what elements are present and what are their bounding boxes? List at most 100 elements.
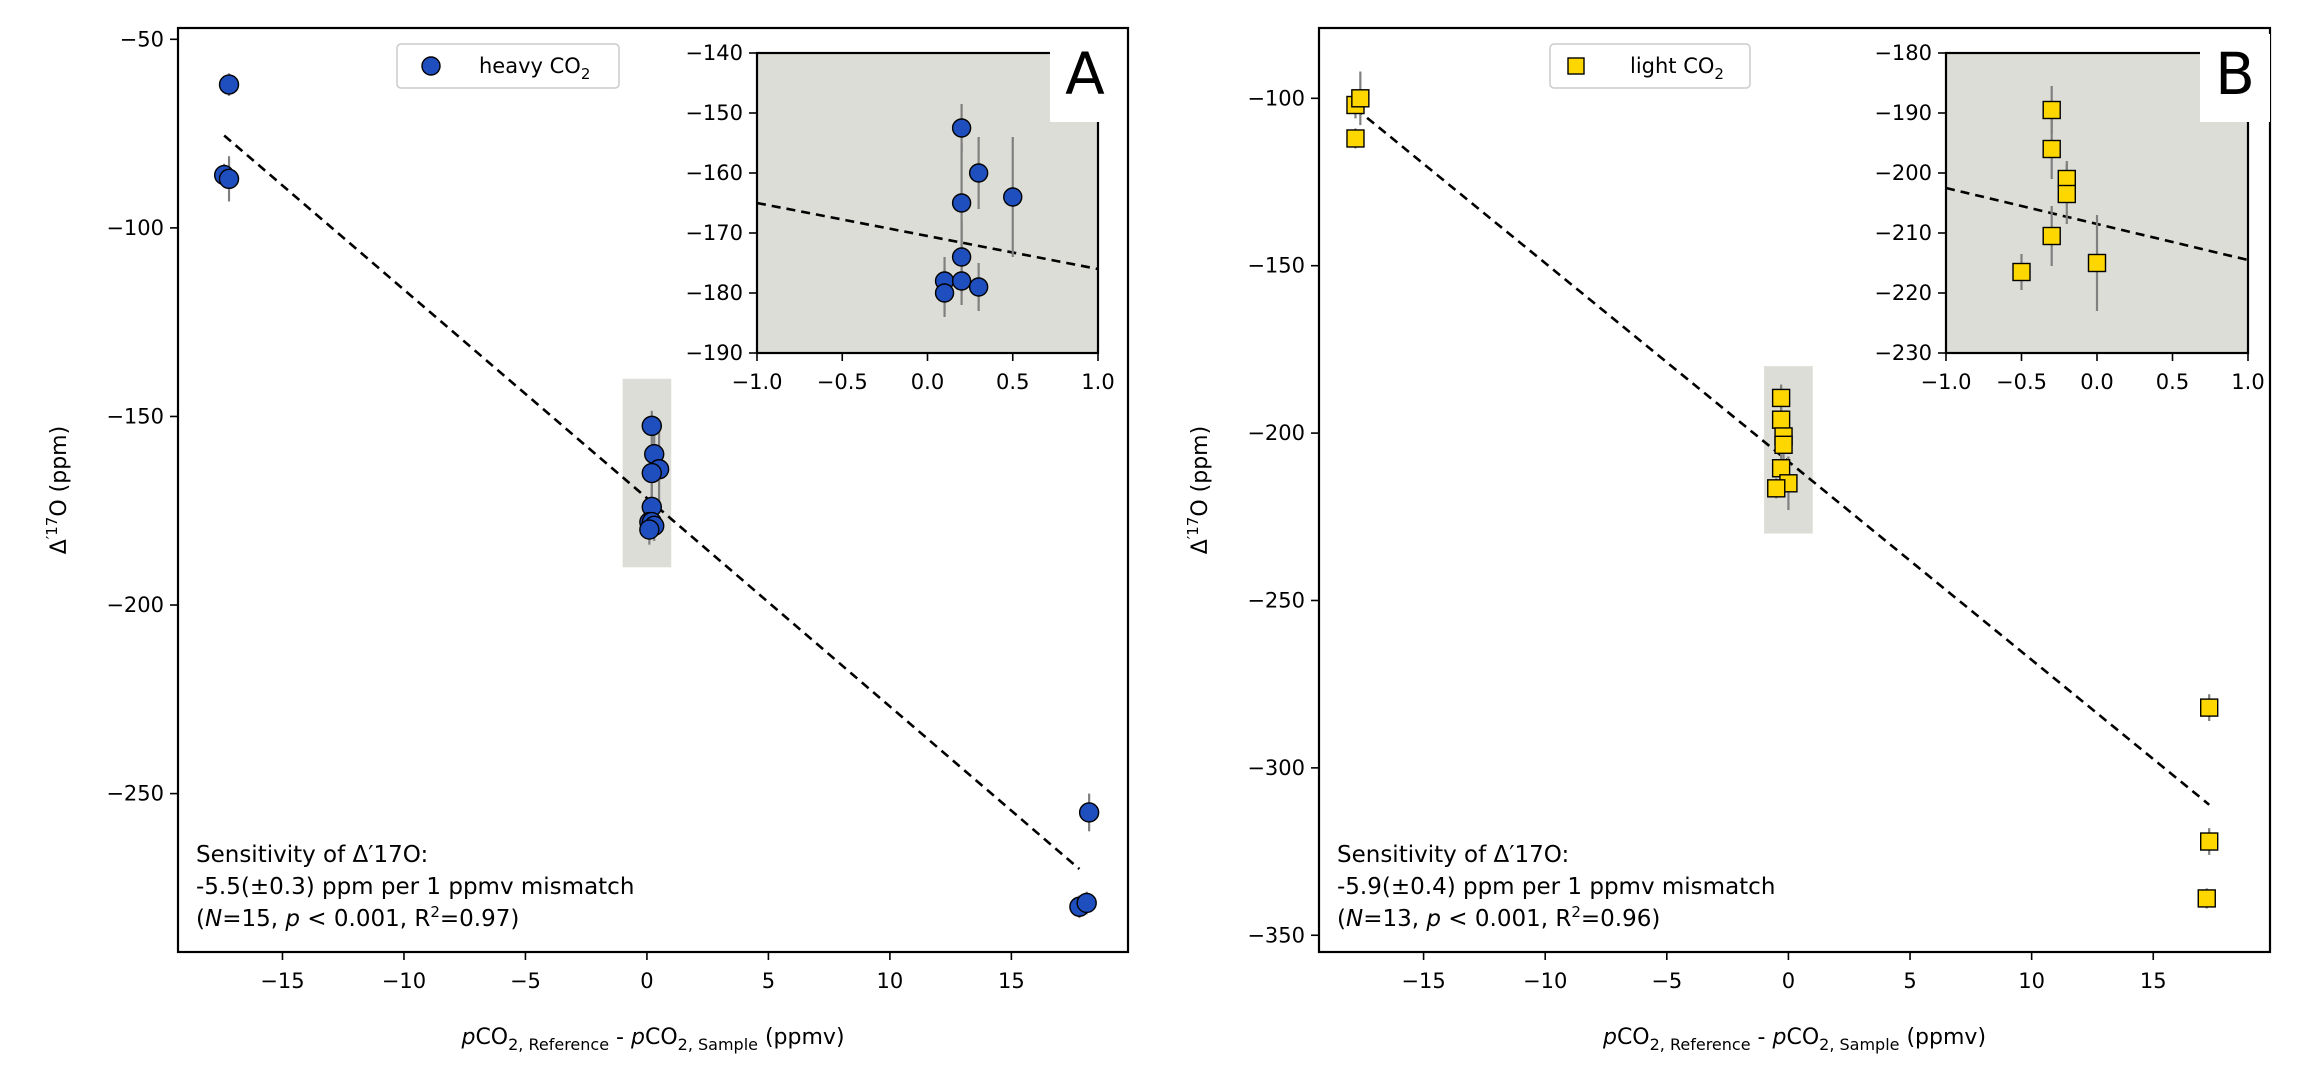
- inset-x-tick-label: 1.0: [2231, 370, 2264, 394]
- inset-x-tick-label: 0.5: [2156, 370, 2189, 394]
- data-point: [951, 118, 972, 138]
- x-tick-label: −15: [1401, 969, 1445, 993]
- legend-marker: [421, 56, 441, 76]
- y-tick-label: −250: [1247, 588, 1305, 612]
- data-point: [2199, 698, 2219, 717]
- inset-plot: −1.0 −0.5 0.0 0.5 1.0 −140 −150 −160 −170 −180 −19…: [685, 41, 1114, 394]
- data-point: [1076, 892, 1097, 914]
- data-point: [2087, 253, 2107, 273]
- y-tick-label: −200: [1247, 421, 1305, 445]
- inset-x-tick-label: 0.0: [911, 370, 944, 394]
- y-tick-label: −350: [1247, 923, 1305, 947]
- y-tick-label: −250: [106, 782, 164, 806]
- legend-marker: [1567, 57, 1585, 75]
- panel-b: −15 −10 −5 0 5 10 15 −100 −150 −200 −250 −300 −350 pC…: [1184, 26, 2272, 1054]
- data-point: [218, 168, 240, 190]
- panel-letter-box: [1050, 34, 1120, 122]
- plot-frame: [1317, 26, 2272, 954]
- data-point: [1774, 435, 1793, 455]
- annotation-line-2: -5.9(±0.4) ppm per 1 ppmv mismatch: [1337, 874, 1775, 900]
- inset-x-tick-label: −1.0: [1921, 370, 1972, 394]
- x-tick-label: 15: [2140, 969, 2167, 993]
- data-point: [2012, 262, 2031, 282]
- data-point: [639, 519, 660, 540]
- data-point: [2057, 184, 2077, 204]
- data-point: [951, 247, 972, 267]
- panel-letter: A: [1065, 40, 1105, 108]
- fit-line: [1354, 107, 2211, 806]
- inset-y-tick-label: −160: [685, 161, 743, 185]
- inset-y-tick-label: −200: [1874, 161, 1932, 185]
- annotation-line-1: Sensitivity of Δ′17O:: [196, 842, 428, 868]
- data-point: [2197, 889, 2216, 908]
- data-point: [934, 283, 955, 303]
- inset-y-tick-label: −190: [685, 341, 743, 365]
- x-tick-label: −5: [1651, 969, 1682, 993]
- data-point: [2042, 139, 2061, 159]
- legend-label: light CO2: [1630, 54, 1724, 83]
- y-tick-label: −100: [1247, 86, 1305, 110]
- data-point: [968, 277, 989, 297]
- y-tick-label: −300: [1247, 756, 1305, 780]
- data-point: [218, 74, 240, 95]
- y-tick-label: −150: [1247, 254, 1305, 278]
- y-tick-label: −50: [120, 27, 164, 51]
- inset-plot: −1.0 −0.5 0.0 0.5 1.0 −180 −190 −200 −210 −220 −23…: [1874, 41, 2264, 394]
- data-point: [1771, 388, 1791, 408]
- y-tick-label: −150: [106, 404, 164, 428]
- data-point: [1078, 802, 1100, 823]
- x-tick-label: −10: [1523, 969, 1567, 993]
- x-tick-label: −15: [260, 969, 304, 993]
- inset-y-tick-label: −210: [1874, 221, 1932, 245]
- y-tick-label: −200: [106, 593, 164, 617]
- legend-label: heavy CO2: [479, 54, 590, 83]
- legend-frame: [1549, 43, 1751, 89]
- legend-frame: [396, 43, 620, 89]
- data-point: [2042, 100, 2061, 120]
- inset-y-tick-label: −180: [1874, 41, 1932, 65]
- data-point: [951, 193, 972, 213]
- legend: heavy CO2: [396, 43, 620, 89]
- inset-background: [757, 53, 1098, 353]
- x-tick-label: 10: [2018, 969, 2045, 993]
- sensitivity-annotation: Sensitivity of Δ′17O: -5.5(±0.3) ppm per …: [196, 842, 634, 932]
- inset-x-tick-label: −0.5: [1996, 370, 2047, 394]
- inset-y-tick-label: −150: [685, 101, 743, 125]
- sensitivity-annotation: Sensitivity of Δ′17O: -5.9(±0.4) ppm per …: [1337, 842, 1775, 932]
- legend: light CO2: [1549, 43, 1751, 89]
- panel-letter-box: [2200, 34, 2270, 122]
- data-point: [1003, 187, 1023, 207]
- plot-frame: [176, 26, 1130, 954]
- data-point: [1351, 89, 1370, 108]
- x-tick-label: −5: [510, 969, 541, 993]
- data-point: [1767, 479, 1786, 498]
- data-point: [968, 163, 989, 183]
- inset-y-tick-label: −140: [685, 41, 743, 65]
- y-tick-label: −100: [106, 216, 164, 240]
- x-tick-label: −10: [382, 969, 426, 993]
- inset-x-tick-label: −0.5: [817, 370, 868, 394]
- inset-x-tick-label: −1.0: [732, 370, 783, 394]
- x-axis-label: pCO2, Reference - pCO2, Sample (ppmv): [460, 1025, 844, 1054]
- annotation-line-3: (N=15, p < 0.001, R2=0.97): [196, 903, 519, 932]
- data-point: [1346, 129, 1365, 148]
- annotation-line-3: (N=13, p < 0.001, R2=0.96): [1337, 903, 1660, 932]
- y-axis-label: Δ′17O (ppm): [1184, 426, 1213, 554]
- inset-y-tick-label: −190: [1874, 101, 1932, 125]
- data-point: [951, 271, 972, 291]
- x-axis-label: pCO2, Reference - pCO2, Sample (ppmv): [1602, 1025, 1986, 1054]
- data-point: [641, 415, 662, 437]
- inset-y-tick-label: −230: [1874, 341, 1932, 365]
- y-axis-label: Δ′17O (ppm): [43, 426, 72, 554]
- panel-letter: B: [2215, 40, 2255, 108]
- inset-fit-line: [756, 201, 1099, 271]
- x-tick-label: 15: [998, 969, 1025, 993]
- x-tick-label: 10: [877, 969, 904, 993]
- data-point: [2042, 226, 2061, 246]
- inset-x-tick-label: 0.5: [996, 370, 1029, 394]
- inset-x-tick-label: 0.0: [2080, 370, 2113, 394]
- annotation-line-1: Sensitivity of Δ′17O:: [1337, 842, 1569, 868]
- x-tick-label: 5: [1903, 969, 1916, 993]
- inset-x-tick-label: 1.0: [1081, 370, 1114, 394]
